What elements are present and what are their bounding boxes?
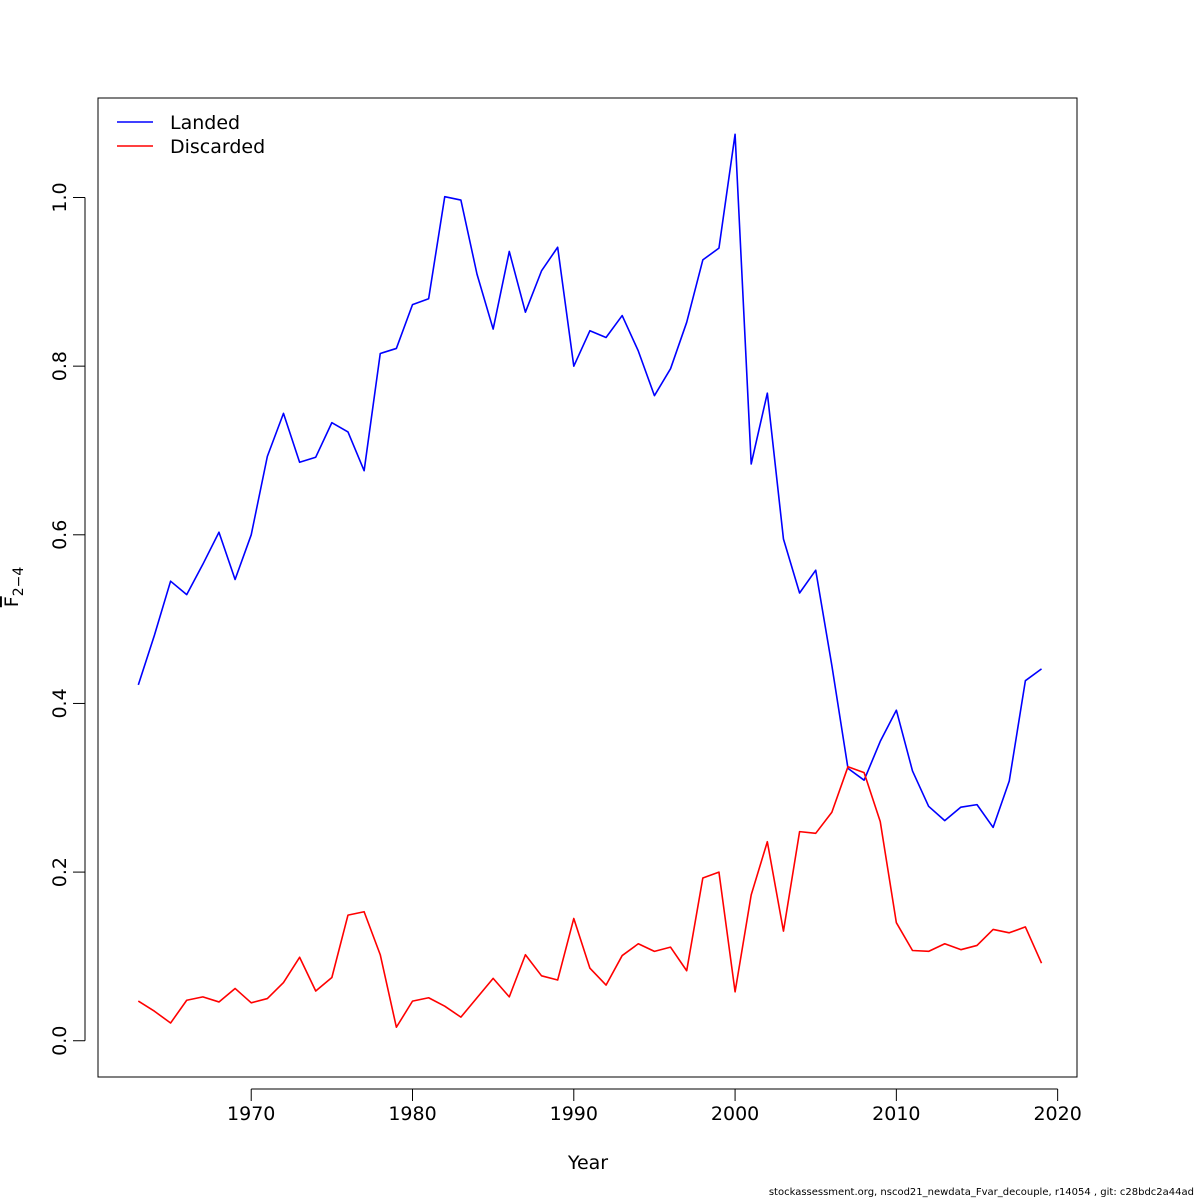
x-tick-label: 2010 — [872, 1103, 920, 1125]
x-axis-title: Year — [567, 1152, 608, 1174]
y-tick-label: 0.2 — [49, 857, 71, 887]
y-tick-label-group: 0.2 — [49, 857, 71, 887]
y-axis-title-sub: 2−4 — [11, 567, 27, 597]
y-tick-label: 0.4 — [49, 688, 71, 718]
y-tick-label-group: 0.4 — [49, 688, 71, 718]
svg-text:F2−4: F2−4 — [1, 567, 27, 608]
x-tick-label: 2020 — [1033, 1103, 1081, 1125]
x-tick-label: 1980 — [388, 1103, 436, 1125]
plot-area-frame — [97, 97, 1078, 1078]
y-axis: 0.0 0.2 0.4 0.6 0.8 1.0 — [49, 182, 86, 1056]
y-tick-label: 1.0 — [49, 182, 71, 212]
footer-credit: stockassessment.org, nscod21_newdata_Fva… — [768, 1187, 1194, 1198]
y-tick-label: 0.0 — [49, 1026, 71, 1056]
legend-label-landed: Landed — [170, 112, 240, 134]
x-tick-label: 1990 — [550, 1103, 598, 1125]
series-layer — [137, 133, 1043, 1029]
y-axis-title-main: F — [1, 596, 23, 607]
x-tick-label: 1970 — [227, 1103, 275, 1125]
y-tick-label-group: 0.0 — [49, 1026, 71, 1056]
series-line-landed — [137, 133, 1042, 829]
y-tick-label: 0.6 — [49, 520, 71, 550]
x-axis: 1970 1980 1990 2000 2010 2020 — [227, 1088, 1082, 1125]
y-axis-title: F2−4 — [1, 567, 27, 608]
series-line-discarded — [137, 765, 1043, 1029]
y-tick-label: 0.8 — [49, 351, 71, 381]
y-tick-label-group: 0.6 — [49, 520, 71, 550]
y-tick-label-group: 1.0 — [49, 182, 71, 212]
y-tick-label-group: 0.8 — [49, 351, 71, 381]
legend-label-discarded: Discarded — [170, 136, 265, 158]
x-tick-label: 2000 — [711, 1103, 759, 1125]
